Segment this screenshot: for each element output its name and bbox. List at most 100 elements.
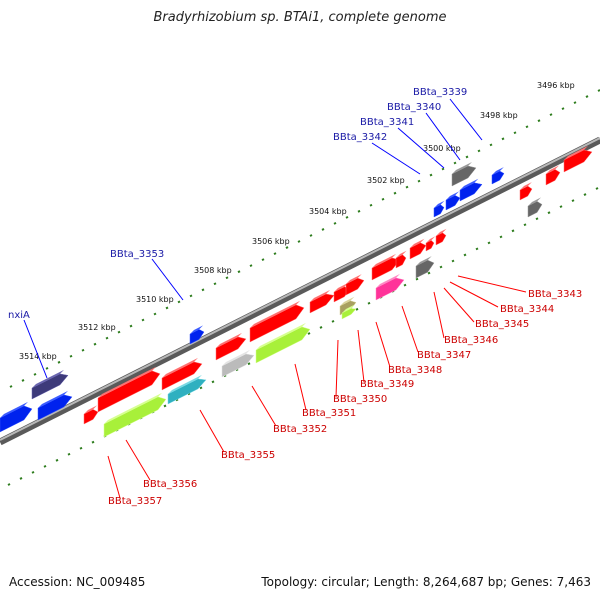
label-leader (151, 258, 184, 301)
scale-label: 3502 kbp (367, 176, 405, 185)
scale-label: 3514 kbp (19, 352, 57, 361)
forward-gene-gray (451, 165, 477, 187)
scale-tick (585, 95, 589, 98)
forward-gene (491, 170, 505, 185)
scale-tick (129, 324, 133, 328)
map-title: Bradyrhizobium sp. BTAi1, complete genom… (153, 10, 447, 25)
reverse-gene (161, 361, 203, 391)
scale-tick (225, 276, 229, 280)
label-leader (457, 275, 527, 293)
label-leader (397, 127, 445, 169)
label-leader (199, 409, 225, 453)
forward-gene-top (38, 390, 68, 408)
scale-tick (561, 107, 565, 111)
forward-gene-top (0, 401, 28, 418)
scale-tick (345, 215, 349, 219)
label-leader (375, 321, 391, 368)
scale-tick (393, 191, 397, 195)
reverse-gene-bbta3346-top (416, 256, 432, 266)
scale-tick (537, 119, 541, 123)
gene-label: BBta_3347 (417, 350, 471, 361)
inner-tick (163, 404, 167, 408)
inner-tick (19, 477, 23, 480)
reverse-gene-top (250, 300, 300, 328)
inner-tick (7, 483, 11, 486)
reverse-gene (345, 277, 365, 296)
inner-tick (583, 193, 587, 196)
inner-tick (499, 235, 503, 239)
scale-tick (381, 197, 385, 201)
label-leader (449, 98, 483, 141)
scale-tick (261, 258, 265, 262)
reverse-gene (519, 185, 533, 201)
scale-label: 3498 kbp (480, 111, 518, 120)
gene-label: BBta_3346 (444, 335, 498, 346)
scale-tick (297, 240, 301, 243)
inner-tick (79, 446, 83, 450)
inner-tick (211, 380, 215, 384)
reverse-gene-top (426, 236, 436, 243)
reverse-gene-top (334, 282, 349, 292)
reverse-gene-top (528, 197, 542, 206)
label-leaders (23, 98, 527, 499)
inner-tick (451, 259, 455, 263)
scale-tick (117, 330, 121, 334)
scale-label: 3504 kbp (309, 207, 347, 216)
label-leader (449, 281, 499, 308)
inner-tick (31, 470, 35, 474)
scale-tick (177, 300, 181, 304)
genome-backbone-highlight (0, 137, 600, 441)
scale-tick (489, 143, 493, 147)
reverse-gene (83, 409, 99, 425)
scale-tick (513, 131, 517, 135)
inner-tick (175, 398, 179, 402)
inner-tick (439, 265, 443, 269)
forward-gene-nxiA-top (32, 369, 64, 388)
inner-tick (403, 283, 407, 287)
reverse-gene-top (222, 349, 250, 366)
inner-tick (535, 217, 539, 221)
label-leader (433, 291, 445, 339)
scale-label: 3508 kbp (194, 266, 232, 275)
label-leader (107, 455, 121, 499)
inner-tick (307, 332, 311, 335)
scale-tick (105, 336, 109, 340)
scale-tick (549, 113, 553, 117)
reverse-gene (563, 149, 593, 173)
scale-tick (573, 101, 577, 104)
reverse-gene-top (346, 274, 362, 284)
reverse-gene (527, 201, 543, 218)
gene-label: BBta_3357 (108, 496, 162, 507)
inner-tick (247, 362, 251, 366)
label-leader (23, 319, 48, 379)
reverse-gene-bbta3350-top (340, 296, 355, 306)
scale-tick (237, 270, 241, 274)
inner-tick (43, 464, 47, 468)
forward-gene (37, 394, 73, 421)
forward-gene-gray-top (452, 161, 472, 174)
gene-label: BBta_3342 (333, 132, 387, 143)
gene-label: BBta_3350 (333, 394, 387, 405)
label-leader (251, 385, 277, 427)
gene-label: BBta_3345 (475, 319, 529, 330)
scale-tick (441, 167, 445, 171)
reverse-gene (545, 169, 561, 186)
reverse-gene-bbta3349-top (342, 304, 356, 313)
reverse-gene-top (436, 228, 447, 236)
scale-tick (333, 221, 337, 225)
scale-label: 3496 kbp (537, 81, 575, 90)
inner-tick (559, 205, 563, 209)
scale-tick (405, 185, 409, 189)
scale-tick (453, 161, 457, 165)
scale-tick (309, 234, 313, 237)
gene-label: BBta_3351 (302, 408, 356, 419)
scale-tick (57, 360, 61, 364)
reverse-gene (249, 304, 305, 343)
reverse-gene-bbta3352 (255, 326, 311, 364)
reverse-gene-top (372, 253, 396, 268)
scale-tick (501, 137, 505, 141)
reverse-gene-bbta3355-top (168, 374, 202, 394)
inner-tick (571, 199, 575, 202)
scale-tick (525, 125, 529, 129)
